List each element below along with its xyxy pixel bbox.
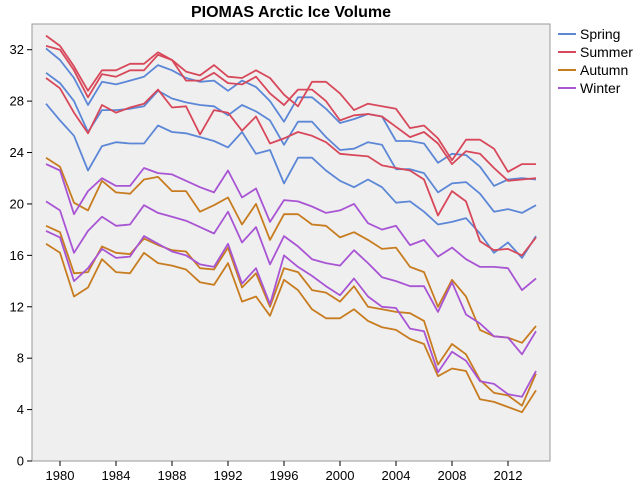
y-tick-label: 4 bbox=[17, 402, 24, 417]
y-tick-label: 24 bbox=[10, 145, 24, 160]
y-tick-label: 20 bbox=[10, 196, 24, 211]
y-tick-label: 32 bbox=[10, 42, 24, 57]
x-tick-label: 1984 bbox=[102, 468, 131, 483]
y-tick-label: 0 bbox=[17, 454, 24, 469]
x-tick-label: 1980 bbox=[46, 468, 75, 483]
series-line-summer bbox=[45, 45, 537, 182]
series-line-autumn bbox=[45, 156, 537, 344]
series-line-spring bbox=[45, 47, 537, 187]
x-tick-label: 1992 bbox=[214, 468, 243, 483]
y-tick-label: 16 bbox=[10, 248, 24, 263]
axes: 0 4 8 12 16 20 24 28 32 1980 1984 1988 1992 1996 2000 2… bbox=[10, 42, 523, 483]
y-tick-label: 8 bbox=[17, 351, 24, 366]
y-tick-label: 28 bbox=[10, 94, 24, 109]
x-tick-label: 2004 bbox=[382, 468, 411, 483]
legend-label-spring: Spring bbox=[580, 26, 620, 42]
x-tick-label: 1996 bbox=[270, 468, 299, 483]
plot-area bbox=[31, 23, 551, 462]
legend-label-summer: Summer bbox=[580, 44, 633, 60]
series-lines bbox=[45, 34, 537, 414]
legend: Spring Summer Autumn Winter bbox=[558, 26, 633, 96]
x-tick-label: 2008 bbox=[438, 468, 467, 483]
series-line-summer bbox=[45, 77, 537, 257]
x-tick-label: 1988 bbox=[158, 468, 187, 483]
y-tick-label: 12 bbox=[10, 299, 24, 314]
series-line-winter bbox=[45, 200, 537, 356]
series-line-winter bbox=[45, 163, 537, 292]
series-line-winter bbox=[45, 230, 537, 398]
series-line-spring bbox=[45, 103, 537, 259]
x-tick-label: 2012 bbox=[494, 468, 523, 483]
legend-label-winter: Winter bbox=[580, 80, 621, 96]
x-tick-label: 2000 bbox=[326, 468, 355, 483]
series-line-summer bbox=[45, 34, 536, 173]
chart-title: PIOMAS Arctic Ice Volume bbox=[191, 4, 391, 21]
series-line-autumn bbox=[45, 224, 537, 407]
legend-label-autumn: Autumn bbox=[580, 62, 628, 78]
series-line-autumn bbox=[45, 243, 537, 414]
